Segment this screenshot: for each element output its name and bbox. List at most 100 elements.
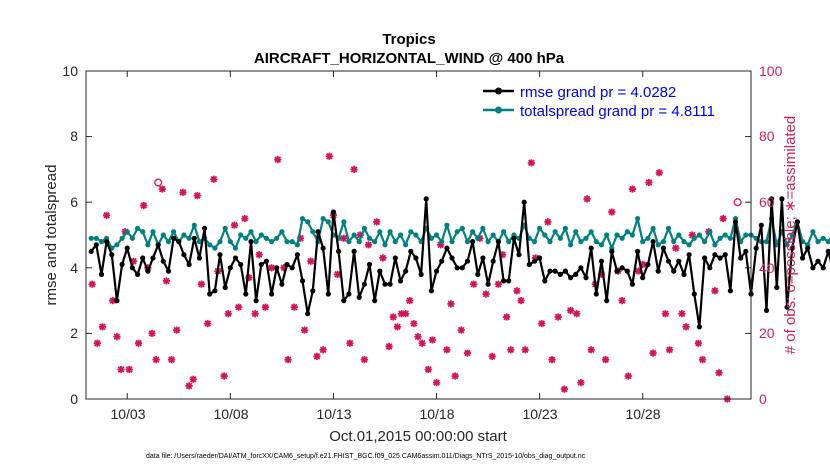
obs-assimilated-point: [566, 306, 575, 315]
obs-assimilated-point: [379, 254, 387, 262]
chart-subtitle: AIRCRAFT_HORIZONTAL_WIND @ 400 hPa: [254, 50, 565, 67]
rmse-point: [562, 268, 569, 274]
totalspread-point: [810, 229, 816, 235]
obs-assimilated-point: [428, 336, 437, 344]
totalspread-point: [629, 232, 636, 238]
totalspread-point: [449, 239, 455, 245]
rmse-point: [696, 324, 703, 330]
rmse-point: [408, 248, 414, 254]
totalspread-point: [129, 235, 135, 241]
rmse-point: [671, 268, 677, 274]
totalspread-point: [165, 239, 172, 245]
obs-assimilated-point: [113, 333, 121, 341]
rmse-point: [614, 268, 620, 274]
rmse-point: [109, 252, 115, 258]
y-right-tick-label: 80: [759, 128, 775, 144]
rmse-point: [650, 239, 656, 245]
rmse-point: [511, 235, 517, 241]
totalspread-point: [696, 232, 703, 238]
rmse-point: [258, 261, 264, 268]
totalspread-point: [238, 232, 244, 238]
obs-assimilated-point: [251, 310, 259, 318]
totalspread-point: [403, 242, 409, 248]
rmse-point: [475, 271, 481, 277]
totalspread-point: [119, 235, 125, 241]
obs-possible-point: [154, 178, 163, 187]
rmse-point: [758, 222, 764, 228]
totalspread-point: [665, 225, 672, 231]
rmse-point: [578, 265, 584, 271]
rmse-point: [413, 255, 419, 261]
obs-assimilated-point: [134, 339, 143, 347]
rmse-point: [800, 255, 806, 261]
obs-assimilated-point: [618, 297, 626, 305]
obs-assimilated-point: [373, 218, 381, 226]
rmse-point: [325, 291, 331, 297]
obs-assimilated-point: [548, 356, 556, 364]
totalspread-point: [346, 239, 352, 245]
rmse-point: [387, 281, 393, 287]
rmse-point: [557, 271, 563, 277]
rmse-point: [274, 265, 280, 271]
y-axis-left-label: rmse and totalspread: [43, 165, 60, 306]
totalspread-point: [598, 242, 605, 248]
y-axis-right-tick-labels: 0 20 40 60 80 100: [759, 63, 783, 407]
rmse-point: [444, 245, 450, 251]
rmse-point: [480, 255, 486, 261]
rmse-point: [140, 255, 146, 261]
x-axis-label: Oct.01,2015 00:00:00 start: [329, 428, 507, 445]
obs-assimilated-point: [665, 346, 674, 354]
rmse-point: [145, 268, 151, 274]
totalspread-point: [490, 232, 496, 238]
rmse-point: [645, 261, 651, 268]
rmse-point: [537, 255, 543, 261]
obs-assimilated-point: [255, 251, 263, 259]
totalspread-series: [88, 216, 830, 251]
obs-assimilated-point: [655, 169, 663, 177]
totalspread-point: [150, 229, 156, 235]
obs-assimilated-point: [93, 339, 101, 347]
totalspread-point: [279, 229, 285, 235]
rmse-point: [351, 248, 357, 254]
totalspread-point: [413, 232, 419, 238]
totalspread-point: [196, 239, 202, 245]
legend: rmse grand pr = 4.0282 totalspread grand…: [483, 84, 715, 120]
x-tick-label: 10/23: [522, 406, 557, 422]
rmse-point: [191, 235, 197, 241]
obs-assimilated-point: [678, 310, 686, 318]
rmse-point: [805, 245, 811, 251]
obs-possible-point: [733, 198, 742, 207]
rmse-point: [495, 239, 501, 245]
x-tick-label: 10/13: [316, 406, 351, 422]
rmse-point: [207, 291, 213, 297]
totalspread-point: [475, 235, 481, 241]
obs-assimilated-point: [179, 188, 187, 196]
obs-assimilated-point: [148, 329, 156, 337]
totalspread-point: [387, 229, 393, 235]
rmse-point: [289, 265, 295, 271]
rmse-point: [150, 255, 156, 261]
totalspread-point: [258, 232, 264, 238]
obs-assimilated-point: [220, 372, 228, 380]
rmse-point: [732, 219, 739, 225]
totalspread-point: [222, 225, 228, 231]
totalspread-point: [191, 222, 197, 228]
totalspread-point: [181, 232, 187, 238]
totalspread-point: [784, 242, 790, 248]
rmse-point: [717, 255, 723, 261]
y-right-tick-label: 40: [759, 260, 775, 276]
rmse-point: [506, 278, 512, 284]
obs-assimilated-point: [503, 313, 511, 321]
totalspread-point: [686, 242, 692, 248]
totalspread-point: [552, 229, 558, 235]
totalspread-point: [212, 245, 218, 251]
rmse-point: [284, 261, 290, 268]
rmse-point: [655, 268, 661, 274]
totalspread-point: [253, 239, 259, 245]
rmse-point: [691, 291, 697, 297]
y-right-tick-label: 20: [759, 325, 775, 341]
totalspread-point: [573, 229, 579, 235]
totalspread-point: [459, 225, 465, 231]
rmse-point: [98, 271, 105, 277]
rmse-point: [727, 288, 734, 294]
